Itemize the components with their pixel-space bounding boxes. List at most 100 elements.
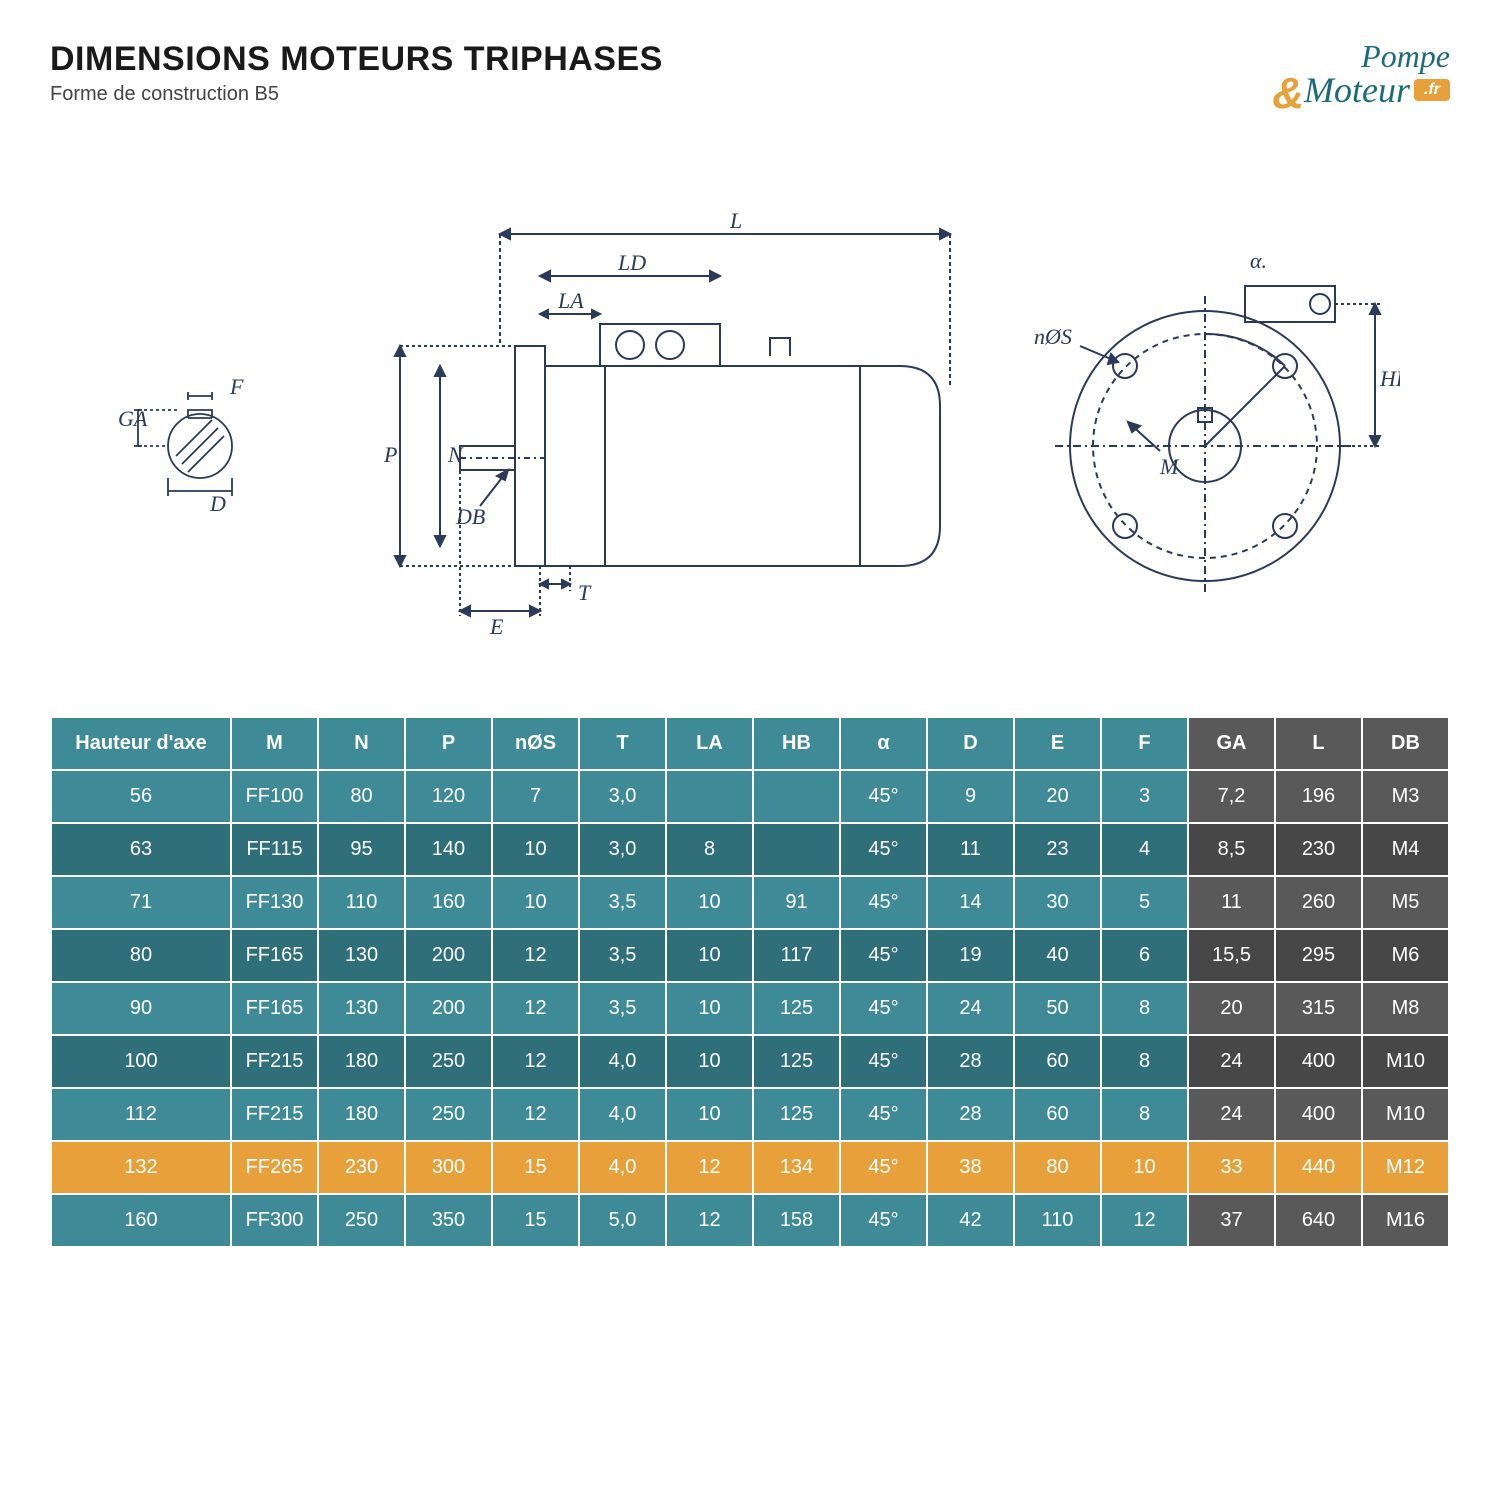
table-cell: 4 [1101, 823, 1188, 876]
col-header: nØS [492, 717, 579, 770]
label-M: M [1159, 454, 1180, 479]
table-cell: 10 [666, 929, 753, 982]
table-cell: 12 [666, 1194, 753, 1247]
table-cell: 3,0 [579, 770, 666, 823]
label-HB: HB [1379, 366, 1400, 391]
table-cell: 20 [1014, 770, 1101, 823]
table-cell: 250 [405, 1088, 492, 1141]
table-cell: 260 [1275, 876, 1362, 929]
table-cell: 11 [1188, 876, 1275, 929]
table-cell: 45° [840, 1035, 927, 1088]
table-cell: 60 [1014, 1035, 1101, 1088]
label-F: F [229, 374, 244, 399]
table-cell: 160 [51, 1194, 231, 1247]
table-cell: 45° [840, 929, 927, 982]
table-body: 56FF1008012073,045°92037,2196M363FF11595… [51, 770, 1449, 1247]
table-cell: 7 [492, 770, 579, 823]
table-cell: 5,0 [579, 1194, 666, 1247]
table-cell: 90 [51, 982, 231, 1035]
front-flange-diagram: α. nØS M HB [1020, 236, 1400, 616]
label-P: P [383, 442, 397, 467]
table-cell: 132 [51, 1141, 231, 1194]
col-header: P [405, 717, 492, 770]
table-cell: M8 [1362, 982, 1449, 1035]
table-cell: 45° [840, 823, 927, 876]
table-cell: 91 [753, 876, 840, 929]
table-cell: 110 [318, 876, 405, 929]
table-cell: 350 [405, 1194, 492, 1247]
col-header: N [318, 717, 405, 770]
table-cell: 56 [51, 770, 231, 823]
table-cell: 8 [1101, 1088, 1188, 1141]
col-header: L [1275, 717, 1362, 770]
table-cell: 5 [1101, 876, 1188, 929]
table-row: 56FF1008012073,045°92037,2196M3 [51, 770, 1449, 823]
table-cell: 3 [1101, 770, 1188, 823]
table-row: 71FF130110160103,5109145°1430511260M5 [51, 876, 1449, 929]
table-cell: 180 [318, 1035, 405, 1088]
table-cell: 45° [840, 1194, 927, 1247]
logo-badge: .fr [1414, 79, 1450, 101]
table-cell: 95 [318, 823, 405, 876]
label-nOS: nØS [1034, 324, 1072, 349]
table-cell: 3,0 [579, 823, 666, 876]
table-cell: 10 [666, 982, 753, 1035]
label-LA: LA [557, 288, 584, 313]
table-cell: 10 [666, 1088, 753, 1141]
table-cell: 45° [840, 982, 927, 1035]
table-cell: FF265 [231, 1141, 318, 1194]
table-row: 112FF215180250124,01012545°2860824400M10 [51, 1088, 1449, 1141]
table-cell: 6 [1101, 929, 1188, 982]
label-LD: LD [617, 250, 646, 275]
table-cell [753, 823, 840, 876]
table-cell: 15,5 [1188, 929, 1275, 982]
label-E: E [489, 614, 504, 639]
table-cell: 250 [318, 1194, 405, 1247]
table-row: 132FF265230300154,01213445°38801033440M1… [51, 1141, 1449, 1194]
col-header: α [840, 717, 927, 770]
table-cell: 12 [492, 1035, 579, 1088]
table-cell: 63 [51, 823, 231, 876]
table-cell: 10 [492, 823, 579, 876]
table-cell: 4,0 [579, 1141, 666, 1194]
table-cell: 158 [753, 1194, 840, 1247]
table-cell: 100 [51, 1035, 231, 1088]
table-cell: FF300 [231, 1194, 318, 1247]
table-cell: 12 [1101, 1194, 1188, 1247]
table-cell: 10 [492, 876, 579, 929]
page-subtitle: Forme de construction B5 [50, 83, 663, 106]
table-cell: 37 [1188, 1194, 1275, 1247]
table-cell: M10 [1362, 1088, 1449, 1141]
title-block: DIMENSIONS MOTEURS TRIPHASES Forme de co… [50, 40, 663, 106]
table-cell: 28 [927, 1088, 1014, 1141]
col-header: T [579, 717, 666, 770]
table-cell: 19 [927, 929, 1014, 982]
table-cell: 45° [840, 876, 927, 929]
table-cell: 125 [753, 1035, 840, 1088]
table-cell: 15 [492, 1141, 579, 1194]
table-cell: 38 [927, 1141, 1014, 1194]
col-header: E [1014, 717, 1101, 770]
table-cell: 12 [492, 982, 579, 1035]
table-cell: 45° [840, 1141, 927, 1194]
table-cell: FF215 [231, 1035, 318, 1088]
table-cell: 60 [1014, 1088, 1101, 1141]
table-cell: 300 [405, 1141, 492, 1194]
dimensions-table: Hauteur d'axeMNPnØSTLAHBαDEFGALDB 56FF10… [50, 716, 1450, 1248]
table-cell: 230 [1275, 823, 1362, 876]
table-header-row: Hauteur d'axeMNPnØSTLAHBαDEFGALDB [51, 717, 1449, 770]
col-header: Hauteur d'axe [51, 717, 231, 770]
table-cell: 8 [1101, 1035, 1188, 1088]
table-cell: 4,0 [579, 1035, 666, 1088]
table-row: 160FF300250350155,01215845°421101237640M… [51, 1194, 1449, 1247]
table-cell: 80 [318, 770, 405, 823]
table-cell: 250 [405, 1035, 492, 1088]
col-header: DB [1362, 717, 1449, 770]
col-header: M [231, 717, 318, 770]
table-cell: 130 [318, 929, 405, 982]
table-cell: 45° [840, 1088, 927, 1141]
col-header: F [1101, 717, 1188, 770]
table-cell: 134 [753, 1141, 840, 1194]
table-cell: M12 [1362, 1141, 1449, 1194]
table-cell: M4 [1362, 823, 1449, 876]
